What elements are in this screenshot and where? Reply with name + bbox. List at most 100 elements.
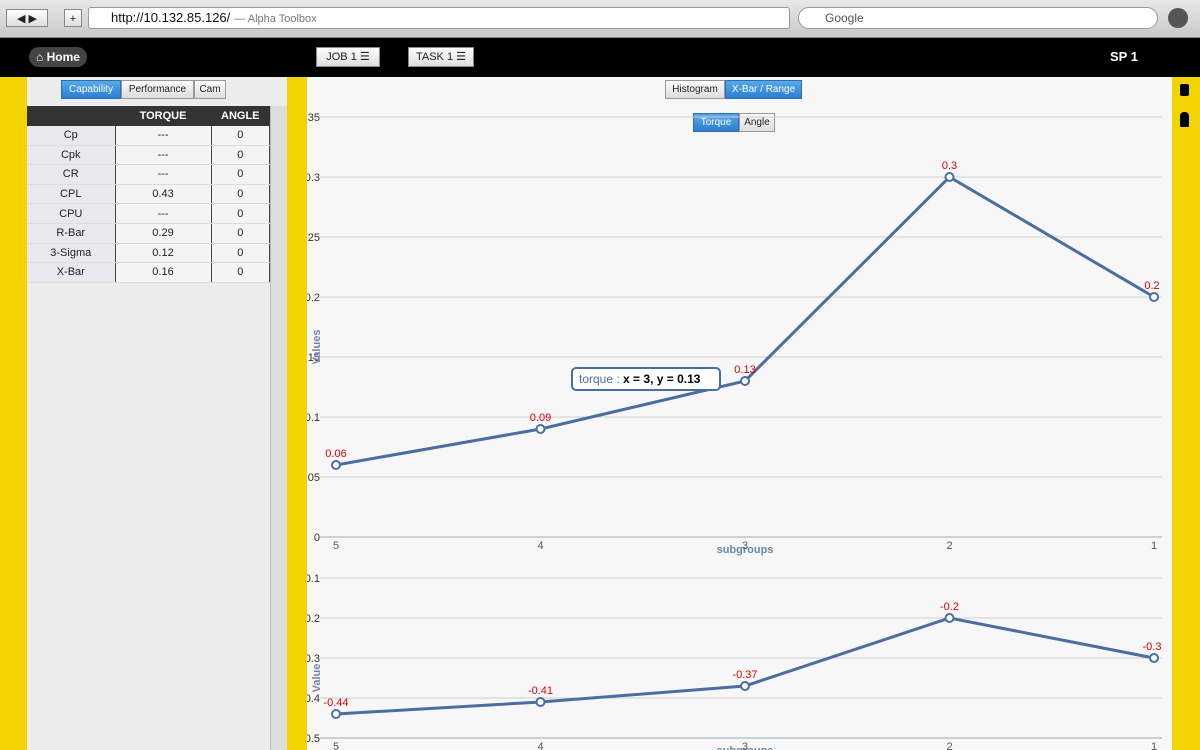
task-button[interactable]: TASK 1 ☰ [408, 47, 474, 67]
table-row: Cp --- 0 [27, 126, 270, 146]
station-label: SP 1 [1110, 49, 1138, 64]
table-cell: --- [115, 164, 212, 185]
table-cell: 0.16 [115, 262, 212, 283]
y-tick-label: -0.5 [301, 733, 320, 745]
point [535, 424, 546, 434]
table-cell: 0.29 [115, 223, 212, 244]
y-tick-label: 0.05 [299, 472, 320, 484]
browser-toolbar: ◀ ▶ + http://10.132.85.126/— Alpha Toolb… [0, 0, 1200, 38]
x-tick-label: 4 [537, 741, 543, 750]
table-cell: Cp [27, 126, 116, 146]
home-label: Home [46, 50, 80, 64]
back-forward[interactable]: ◀ ▶ [6, 9, 48, 27]
url: http://10.132.85.126/ [111, 10, 231, 25]
table-cell: 0.12 [115, 243, 212, 264]
tooltip: torque : x = 3, y = 0.13 [571, 367, 721, 391]
value-label: 0.2 [1144, 280, 1159, 292]
tooltip-text: x = 3, y = 0.13 [623, 372, 701, 386]
measure-tab[interactable]: Torque [693, 113, 739, 132]
y-tick-label: -0.4 [301, 693, 320, 705]
lock-icon[interactable] [1180, 84, 1189, 96]
chart-group: 00.050.10.150.20.250.30.35Valuessubgroup… [299, 112, 1162, 750]
table-row: CPL 0.43 0 [27, 184, 270, 205]
table-cell: 3-Sigma [27, 243, 116, 264]
point [1149, 292, 1159, 302]
table-row: Cpk --- 0 [27, 145, 270, 166]
x-axis-label: subgroups [717, 745, 774, 750]
table-cell: 0 [211, 126, 270, 146]
value-label: 0.13 [734, 364, 755, 376]
value-label: -0.37 [732, 669, 757, 681]
table-cell: Cpk [27, 145, 116, 166]
tab[interactable]: Performance [121, 80, 194, 99]
point [535, 697, 546, 707]
table-row: 3-Sigma 0.12 0 [27, 243, 270, 264]
table-cell: 0 [211, 184, 270, 205]
nav-bar: ⌂ Home JOB 1 ☰ TASK 1 ☰ SP 1 [0, 38, 1200, 77]
table-cell: --- [115, 203, 212, 224]
table-row: CR --- 0 [27, 164, 270, 185]
y-axis-label: Values [311, 330, 323, 365]
table-cell: CR [27, 164, 116, 185]
table-cell: --- [115, 126, 212, 146]
line [335, 616, 1155, 716]
job-label: JOB 1 [326, 51, 357, 63]
x-tick-label: 5 [333, 741, 339, 750]
table-cell: 0 [211, 262, 270, 283]
chart-panel: Histogram X-Bar / Range Torque Angle [307, 77, 1172, 750]
address-bar[interactable]: http://10.132.85.126/— Alpha Toolbox [88, 7, 790, 29]
value-label: 0.06 [325, 448, 346, 460]
new-tab[interactable]: + [64, 9, 82, 27]
x-tick-label: 1 [1151, 540, 1157, 552]
search-box[interactable]: Google [798, 7, 1158, 29]
y-axis-label: Value [311, 664, 323, 693]
point [331, 709, 341, 719]
header-cell: TORQUE [115, 106, 211, 126]
y-tick-label: 0 [314, 532, 320, 544]
y-tick-label: -0.3 [301, 653, 320, 665]
search-engine: Google [825, 11, 864, 25]
value-label: -0.2 [940, 601, 959, 613]
y-tick-label: -0.2 [301, 613, 320, 625]
table-row: CPU --- 0 [27, 203, 270, 224]
y-tick-label: 0.1 [305, 412, 320, 424]
table-cell: 0 [211, 223, 270, 244]
header-row: TORQUE ANGLE [27, 106, 270, 126]
home-button[interactable]: ⌂ Home [29, 47, 87, 67]
value-label: -0.3 [1143, 641, 1162, 653]
point [944, 172, 955, 182]
table-body: Cp --- 0 Cpk --- 0 CR --- 0 CPL 0.43 0 CPU --- 0 R-Bar 0… [27, 126, 270, 283]
page-title: — Alpha Toolbox [234, 13, 317, 25]
chart-tab[interactable]: X-Bar / Range [725, 80, 802, 99]
x-tick-label: 5 [333, 540, 339, 552]
x-tick-label: 2 [946, 540, 952, 552]
point [944, 613, 955, 623]
table-cell: CPU [27, 203, 116, 224]
point [1149, 653, 1159, 663]
table-cell: CPL [27, 184, 116, 205]
measure-tab[interactable]: Angle [739, 113, 775, 132]
table-row: R-Bar 0.29 0 [27, 223, 270, 244]
tab[interactable]: Capability [61, 80, 121, 99]
y-tick-label: -0.1 [301, 573, 320, 585]
task-label: TASK 1 [415, 51, 454, 63]
tooltip-label: torque : [579, 372, 620, 386]
value-label: -0.44 [323, 697, 348, 709]
scrollbar[interactable] [270, 106, 287, 750]
table-cell: R-Bar [27, 223, 116, 244]
x-tick-label: 3 [742, 540, 748, 552]
value-label: -0.41 [528, 685, 553, 697]
x-tick-label: 3 [742, 741, 748, 750]
user-icon[interactable] [1180, 112, 1189, 127]
header-cell: ANGLE [211, 106, 270, 126]
chart-tab[interactable]: Histogram [665, 80, 725, 99]
x-axis-label: subgroups [717, 544, 774, 556]
x-tick-label: 1 [1151, 741, 1157, 750]
download-button[interactable] [1168, 8, 1188, 28]
tab[interactable]: Cam [194, 80, 226, 99]
x-tick-label: 2 [946, 741, 952, 750]
x-tick-label: 4 [537, 540, 543, 552]
job-button[interactable]: JOB 1 ☰ [316, 47, 380, 67]
